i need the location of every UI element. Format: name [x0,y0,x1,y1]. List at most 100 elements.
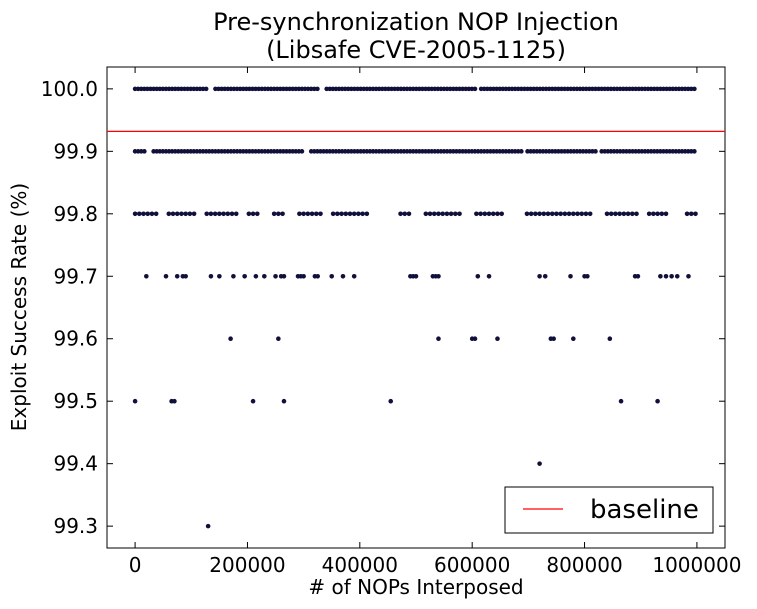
data-point [436,211,441,217]
data-point [495,211,500,217]
data-point [208,273,214,279]
data-point [183,273,188,279]
y-tick-label: 99.9 [53,139,98,163]
data-point [482,211,488,217]
data-point [537,273,542,279]
data-point [246,211,252,217]
data-point [356,211,361,217]
data-point [174,211,180,217]
data-point [254,211,260,217]
data-point [250,211,256,217]
y-tick-label: 99.7 [53,264,98,288]
data-point [313,211,319,217]
data-point [486,211,492,217]
data-point [524,211,530,217]
data-point [486,273,492,279]
data-point [474,211,479,217]
y-tick-label: 99.4 [53,452,98,476]
scatter-points [132,86,698,529]
x-axis-label: # of NOPs Interposed [308,575,523,599]
data-point [618,398,624,404]
data-point [271,211,277,217]
y-tick-label: 99.6 [53,327,98,351]
data-point [208,211,214,217]
data-point [191,211,197,217]
data-point [448,211,454,217]
data-point [174,273,180,279]
data-point [634,211,639,217]
data-point [457,211,462,217]
data-point [398,211,403,217]
data-point [145,211,151,217]
data-point [225,211,231,217]
data-point [204,211,210,217]
data-point [315,86,320,92]
data-point [340,273,346,279]
data-point [339,211,344,217]
data-point [132,398,138,404]
data-point [528,211,534,217]
data-point [280,211,285,217]
data-point [153,211,159,217]
data-point [617,211,622,217]
data-point [655,211,660,217]
data-point [604,211,610,217]
data-point [330,211,336,217]
data-point [558,211,563,217]
data-point [630,211,635,217]
data-point [273,273,278,279]
data-point [402,211,408,217]
data-point [436,336,441,342]
data-point [276,336,281,342]
data-point [579,211,585,217]
data-point [585,273,590,279]
data-point [608,211,614,217]
data-point [166,211,172,217]
data-point [364,211,370,217]
data-point [568,273,573,279]
data-point [276,211,281,217]
data-point [250,398,256,404]
legend-baseline-label: baseline [590,495,699,525]
data-point [651,211,656,217]
data-point [541,211,547,217]
data-point [537,211,542,217]
data-point [233,211,239,217]
data-point [318,211,323,217]
data-point [562,211,568,217]
data-point [431,211,437,217]
data-point [242,273,247,279]
data-point [607,336,613,342]
data-point [542,273,548,279]
data-point [549,211,555,217]
data-point [613,211,618,217]
data-point [281,398,287,404]
data-point [646,211,652,217]
data-point [413,273,419,279]
data-point [253,273,259,279]
data-point [315,273,320,279]
data-point [343,211,349,217]
data-point [217,273,222,279]
data-point [566,211,572,217]
y-axis-label: Exploit Success Rate (%) [7,183,31,431]
data-point [444,211,450,217]
data-point [205,523,211,529]
data-point [635,273,641,279]
x-axis-ticks: 0 200000 400000 600000 800000 1000000 [129,67,741,577]
chart-title-line-1: Pre-synchronization NOP Injection [213,8,619,36]
x-tick-label: 200000 [209,553,285,577]
data-point [335,211,340,217]
data-point [423,211,429,217]
legend-box [504,486,714,534]
data-point [221,211,226,217]
data-point [179,211,184,217]
y-axis-ticks: 99.3 99.4 99.5 99.6 99.7 99.8 99.9 100.0 [41,77,725,538]
data-point [571,211,576,217]
data-point [499,211,504,217]
data-point [132,211,138,217]
data-point [663,211,669,217]
data-point [621,211,627,217]
data-point [663,273,669,279]
